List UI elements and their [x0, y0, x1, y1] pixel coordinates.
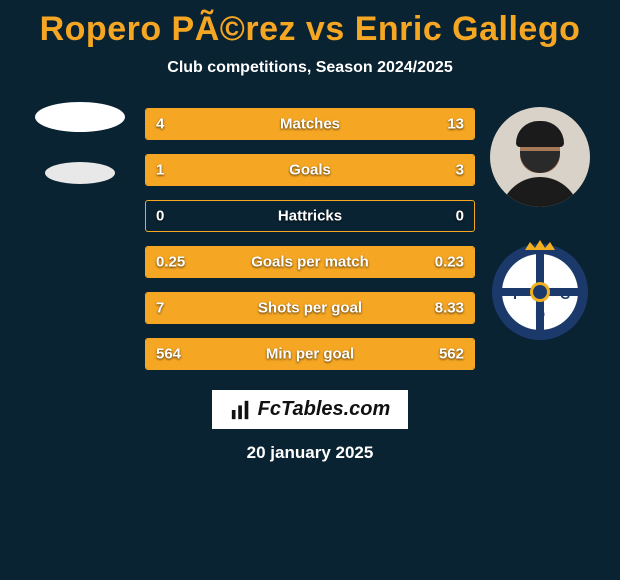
subtitle: Club competitions, Season 2024/2025: [167, 59, 452, 77]
metric-value-right: 0.23: [435, 254, 464, 271]
metric-label: Matches: [280, 116, 340, 133]
metric-value-right: 13: [447, 116, 464, 133]
svg-text:C: C: [560, 286, 570, 302]
metric-value-left: 0: [156, 208, 164, 225]
metric-label: Goals: [289, 162, 331, 179]
metric-row: 0 0 Hattricks: [145, 200, 475, 232]
metric-value-left: 0.25: [156, 254, 185, 271]
content-row: 413Matches13Goals00Hattricks0.250.23Goal…: [0, 102, 620, 370]
metric-label: Hattricks: [278, 208, 342, 225]
metric-value-right: 562: [439, 346, 464, 363]
metric-value-right: 8.33: [435, 300, 464, 317]
svg-text:T: T: [511, 286, 520, 302]
svg-text:D: D: [535, 306, 545, 322]
metric-value-right: 0: [456, 208, 464, 225]
metric-row: 7 8.33 Shots per goal: [145, 292, 475, 324]
page-title: Ropero PÃ©rez vs Enric Gallego: [40, 10, 581, 49]
right-player-column: T C D: [490, 102, 590, 347]
metric-value-left: 7: [156, 300, 164, 317]
comparison-infographic: Ropero PÃ©rez vs Enric Gallego Club comp…: [0, 0, 620, 580]
metric-value-left: 1: [156, 162, 164, 179]
right-club-crest: T C D: [490, 237, 590, 347]
metric-value-left: 564: [156, 346, 181, 363]
metric-label: Goals per match: [251, 254, 369, 271]
metric-value-left: 4: [156, 116, 164, 133]
metric-bars: 413Matches13Goals00Hattricks0.250.23Goal…: [145, 102, 475, 370]
avatar-body-shape: [500, 177, 580, 207]
watermark-badge: FcTables.com: [212, 390, 409, 429]
avatar-beard-shape: [520, 151, 560, 173]
avatar-hair-shape: [516, 121, 564, 147]
left-player-column: [30, 102, 130, 184]
bars-icon: [230, 399, 252, 421]
metric-row: 4 13 Matches: [145, 108, 475, 140]
bar-fill-right: [228, 155, 474, 185]
date-label: 20 january 2025: [247, 443, 374, 463]
watermark-text: FcTables.com: [258, 398, 391, 421]
metric-value-right: 3: [456, 162, 464, 179]
metric-row: 0.25 0.23 Goals per match: [145, 246, 475, 278]
crest-svg: T C D: [490, 237, 590, 347]
right-player-avatar: [490, 107, 590, 207]
bar-fill-right: [223, 109, 474, 139]
left-club-placeholder: [45, 162, 115, 184]
metric-row: 1 3 Goals: [145, 154, 475, 186]
metric-row: 564 562 Min per goal: [145, 338, 475, 370]
metric-label: Min per goal: [266, 346, 354, 363]
left-player-placeholder: [35, 102, 125, 132]
metric-label: Shots per goal: [258, 300, 362, 317]
